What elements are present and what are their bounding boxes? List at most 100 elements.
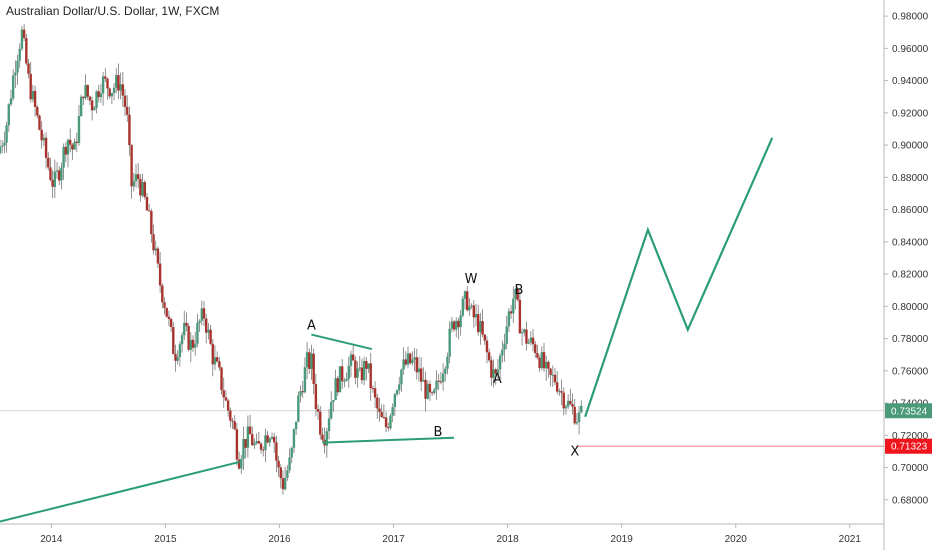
candle	[406, 346, 410, 368]
candle-body	[68, 139, 72, 145]
candle	[268, 436, 272, 447]
candle	[126, 95, 129, 122]
candle	[123, 89, 127, 116]
candle	[18, 43, 21, 68]
candle	[169, 317, 173, 333]
candle-body	[286, 470, 289, 478]
candle-body	[255, 441, 258, 444]
candle	[218, 356, 221, 371]
candle-body	[36, 106, 39, 116]
candle	[119, 72, 122, 100]
candle	[351, 345, 355, 361]
candle	[558, 388, 561, 396]
candle	[411, 351, 414, 366]
support-price-tag-bg	[885, 438, 932, 454]
candle	[323, 427, 326, 454]
candle	[73, 138, 76, 150]
candle	[459, 310, 462, 336]
candle-body	[292, 429, 296, 448]
candle-body	[104, 76, 107, 79]
candle	[264, 428, 267, 463]
candle-body	[9, 98, 13, 105]
candle	[430, 391, 434, 396]
candle	[547, 360, 550, 378]
candle	[426, 380, 429, 400]
candle	[417, 356, 421, 382]
candle-body	[229, 410, 232, 421]
candle	[115, 68, 118, 94]
candle	[167, 310, 171, 327]
candle-body	[343, 380, 346, 382]
candle-body	[476, 314, 480, 333]
candle-body	[288, 457, 291, 471]
candle-body	[562, 392, 565, 409]
candle	[424, 371, 427, 412]
candle	[161, 283, 164, 309]
candle-body	[11, 75, 15, 99]
candle	[536, 345, 539, 360]
candle	[463, 290, 467, 310]
candle-body	[25, 38, 28, 64]
candle	[14, 60, 17, 89]
candle-body	[215, 357, 219, 362]
candle-body	[244, 439, 247, 448]
candle	[275, 435, 278, 473]
candle	[47, 152, 50, 171]
candle-body	[108, 88, 111, 97]
candle	[209, 324, 212, 345]
candle	[437, 373, 440, 391]
candle	[5, 121, 8, 153]
candle	[121, 71, 125, 108]
current-price-tag-bg	[885, 403, 932, 419]
candle-body	[384, 417, 388, 428]
candle-body	[117, 75, 120, 91]
candle	[362, 356, 366, 386]
candle-body	[62, 146, 65, 168]
candle	[369, 352, 372, 401]
candle	[553, 368, 557, 386]
candle-body	[542, 352, 546, 369]
candle-body	[202, 308, 206, 319]
candle-body	[121, 84, 125, 96]
candle	[479, 312, 482, 345]
candle	[277, 456, 280, 477]
candle-body	[95, 91, 98, 109]
candle	[474, 303, 478, 327]
candle-body	[422, 379, 425, 382]
candle	[446, 352, 449, 375]
candle-body	[88, 96, 92, 101]
candle-body	[575, 422, 579, 424]
candle-body	[577, 412, 581, 423]
candle-body	[387, 427, 390, 429]
trendline-3	[322, 436, 455, 444]
x-tick-label: 2014	[40, 534, 63, 545]
candle	[503, 333, 506, 362]
candle	[575, 413, 579, 425]
x-tick-label: 2018	[496, 534, 519, 545]
candle	[494, 367, 497, 385]
candle	[240, 454, 243, 475]
candle	[404, 351, 408, 367]
candle	[470, 303, 473, 309]
candle-body	[507, 311, 511, 327]
candle-body	[444, 368, 447, 374]
candle-body	[224, 397, 228, 401]
candle	[490, 356, 493, 386]
wave-label-A: A	[307, 319, 316, 334]
candle	[185, 312, 188, 332]
candle-body	[115, 75, 118, 88]
candle-body	[270, 436, 274, 439]
projection-path	[584, 137, 774, 418]
candle-body	[351, 354, 355, 361]
candle	[330, 391, 333, 420]
candle-body	[354, 360, 357, 378]
y-tick-label: 0.96000	[892, 44, 929, 55]
candle-body	[42, 137, 46, 141]
candle-body	[428, 383, 432, 393]
candle-body	[163, 302, 166, 308]
candle	[336, 375, 340, 397]
candle	[231, 417, 234, 430]
candle-body	[321, 434, 324, 440]
